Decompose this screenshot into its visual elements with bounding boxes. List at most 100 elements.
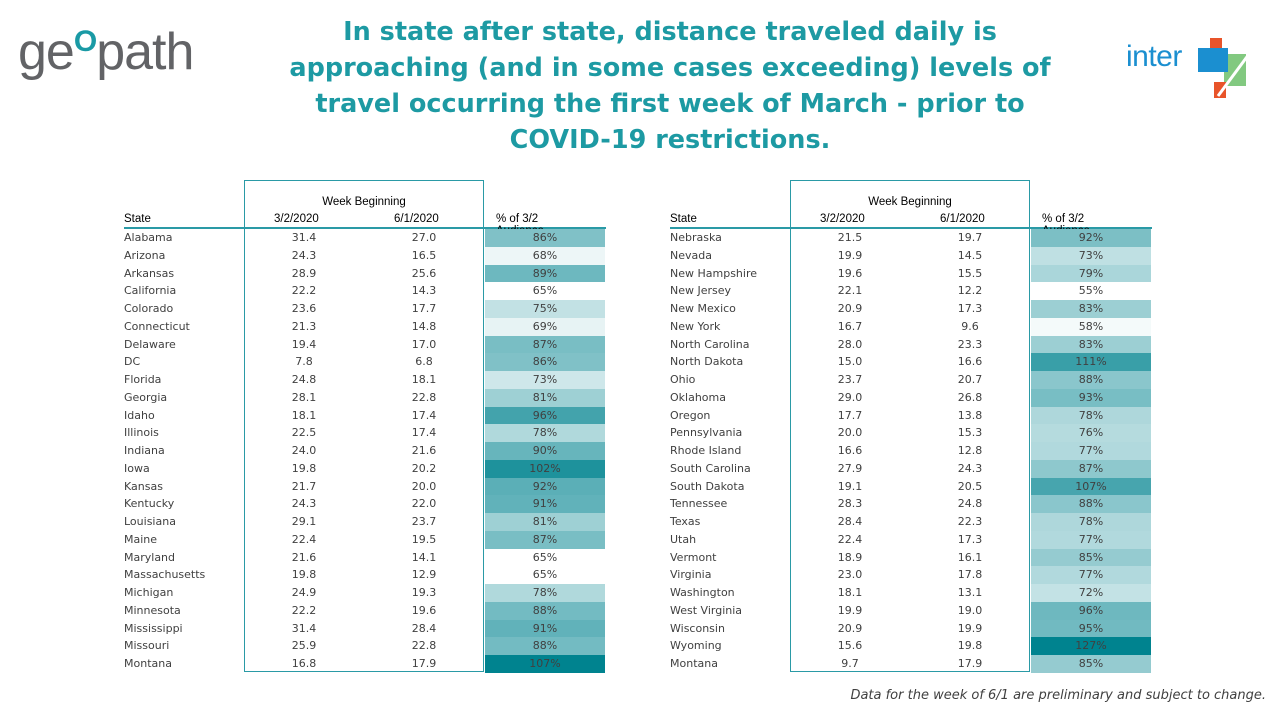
value-6-1: 23.7 bbox=[411, 515, 437, 528]
state-name: New Jersey bbox=[670, 284, 732, 298]
pct-cell: 65% bbox=[485, 548, 605, 567]
state-name: Maryland bbox=[124, 550, 176, 564]
value-6-1: 17.3 bbox=[957, 302, 983, 315]
pct-cell: 73% bbox=[1031, 246, 1151, 265]
col-3-2-header: 3/2/2020 bbox=[274, 213, 319, 225]
pct-cell: 107% bbox=[1031, 477, 1151, 496]
value-3-2: 31.4 bbox=[291, 621, 317, 635]
col-6-1-header: 6/1/2020 bbox=[394, 213, 439, 225]
value-6-1: 17.4 bbox=[411, 408, 437, 422]
value-6-1: 22.0 bbox=[411, 497, 437, 511]
geopath-logo: geOpath bbox=[18, 23, 194, 81]
state-name: Oregon bbox=[670, 408, 711, 422]
state-name: Arizona bbox=[124, 248, 166, 262]
pct-cell: 88% bbox=[1031, 495, 1151, 514]
state-name: Wisconsin bbox=[670, 621, 725, 635]
state-name: New York bbox=[670, 319, 721, 333]
state-name: Vermont bbox=[670, 550, 717, 564]
pct-cell: 65% bbox=[485, 282, 605, 301]
value-6-1: 19.6 bbox=[411, 603, 437, 617]
table-row: North Dakota 15.0 16.6 111% bbox=[670, 353, 1152, 372]
table-row: Wyoming 15.6 19.8 127% bbox=[670, 637, 1152, 656]
value-3-2: 19.9 bbox=[837, 248, 863, 262]
value-6-1: 20.2 bbox=[411, 461, 437, 475]
state-name: Louisiana bbox=[124, 515, 176, 528]
pct-cell: 76% bbox=[1031, 424, 1151, 443]
table-row: Oklahoma 29.0 26.8 93% bbox=[670, 388, 1152, 407]
table-row: Rhode Island 16.6 12.8 77% bbox=[670, 442, 1152, 460]
value-6-1: 9.6 bbox=[961, 319, 979, 333]
value-6-1: 14.8 bbox=[411, 319, 437, 333]
state-name: Florida bbox=[124, 373, 162, 386]
pct-cell: 96% bbox=[1031, 601, 1151, 620]
value-3-2: 28.9 bbox=[291, 266, 317, 280]
value-3-2: 20.9 bbox=[837, 621, 863, 635]
state-name: South Carolina bbox=[670, 461, 751, 475]
value-3-2: 31.4 bbox=[291, 231, 317, 244]
value-6-1: 17.0 bbox=[411, 337, 437, 351]
table-row: Missouri 25.9 22.8 88% bbox=[124, 637, 606, 656]
value-6-1: 12.8 bbox=[957, 444, 983, 457]
pct-cell: 87% bbox=[485, 335, 605, 354]
pct-cell: 79% bbox=[1031, 264, 1151, 283]
state-name: Tennessee bbox=[670, 497, 728, 511]
table-row: Maine 22.4 19.5 87% bbox=[124, 530, 606, 549]
state-name: Delaware bbox=[124, 337, 176, 351]
value-6-1: 16.6 bbox=[957, 355, 983, 369]
table-row: Ohio 23.7 20.7 88% bbox=[670, 371, 1152, 389]
table-row: Idaho 18.1 17.4 96% bbox=[124, 406, 606, 425]
table-row: Nevada 19.9 14.5 73% bbox=[670, 246, 1152, 265]
pct-cell: 91% bbox=[485, 619, 605, 638]
state-name: Iowa bbox=[124, 461, 150, 475]
table-row: Montana 9.7 17.9 85% bbox=[670, 655, 1152, 673]
value-3-2: 22.2 bbox=[291, 284, 317, 298]
state-name: Montana bbox=[124, 657, 172, 670]
value-3-2: 18.1 bbox=[291, 408, 317, 422]
pct-cell: 85% bbox=[1031, 548, 1151, 567]
value-6-1: 22.8 bbox=[411, 390, 437, 404]
pct-cell: 92% bbox=[1031, 229, 1151, 247]
pct-cell: 81% bbox=[485, 513, 605, 531]
table-row: Virginia 23.0 17.8 77% bbox=[670, 566, 1152, 585]
value-6-1: 19.8 bbox=[957, 639, 983, 653]
value-3-2: 19.4 bbox=[291, 337, 317, 351]
table-row: Michigan 24.9 19.3 78% bbox=[124, 584, 606, 602]
table-row: Georgia 28.1 22.8 81% bbox=[124, 388, 606, 407]
table-row: California 22.2 14.3 65% bbox=[124, 282, 606, 301]
value-6-1: 22.8 bbox=[411, 639, 437, 653]
pct-cell: 78% bbox=[1031, 406, 1151, 425]
state-name: Minnesota bbox=[124, 603, 181, 617]
value-6-1: 25.6 bbox=[411, 266, 437, 280]
pct-cell: 88% bbox=[485, 637, 605, 656]
col-6-1-header: 6/1/2020 bbox=[940, 213, 985, 225]
table-row: Delaware 19.4 17.0 87% bbox=[124, 335, 606, 354]
value-6-1: 28.4 bbox=[411, 621, 437, 635]
table-row: Kentucky 24.3 22.0 91% bbox=[124, 495, 606, 514]
state-name: California bbox=[124, 284, 177, 298]
pct-cell: 75% bbox=[485, 300, 605, 318]
value-3-2: 20.0 bbox=[837, 426, 863, 440]
pct-cell: 88% bbox=[485, 601, 605, 620]
page-title: In state after state, distance traveled … bbox=[289, 17, 1051, 155]
pct-cell: 127% bbox=[1031, 637, 1151, 656]
value-3-2: 23.7 bbox=[837, 373, 863, 386]
value-6-1: 20.7 bbox=[957, 373, 983, 386]
value-3-2: 19.8 bbox=[291, 461, 317, 475]
table-row: New Jersey 22.1 12.2 55% bbox=[670, 282, 1152, 301]
value-6-1: 13.1 bbox=[957, 586, 983, 599]
table-row: Arkansas 28.9 25.6 89% bbox=[124, 264, 606, 283]
pct-cell: 65% bbox=[485, 566, 605, 585]
table-row: Iowa 19.8 20.2 102% bbox=[124, 459, 606, 478]
state-name: Montana bbox=[670, 657, 718, 670]
state-name: Nebraska bbox=[670, 231, 722, 244]
state-name: Wyoming bbox=[670, 639, 722, 653]
pct-cell: 78% bbox=[485, 584, 605, 602]
value-6-1: 17.3 bbox=[957, 532, 983, 546]
pct-cell: 87% bbox=[485, 530, 605, 549]
state-name: Kentucky bbox=[124, 497, 175, 511]
pct-cell: 91% bbox=[485, 495, 605, 514]
value-3-2: 19.8 bbox=[291, 568, 317, 582]
table-row: Washington 18.1 13.1 72% bbox=[670, 584, 1152, 602]
state-name: Michigan bbox=[124, 586, 174, 599]
value-6-1: 14.3 bbox=[411, 284, 437, 298]
